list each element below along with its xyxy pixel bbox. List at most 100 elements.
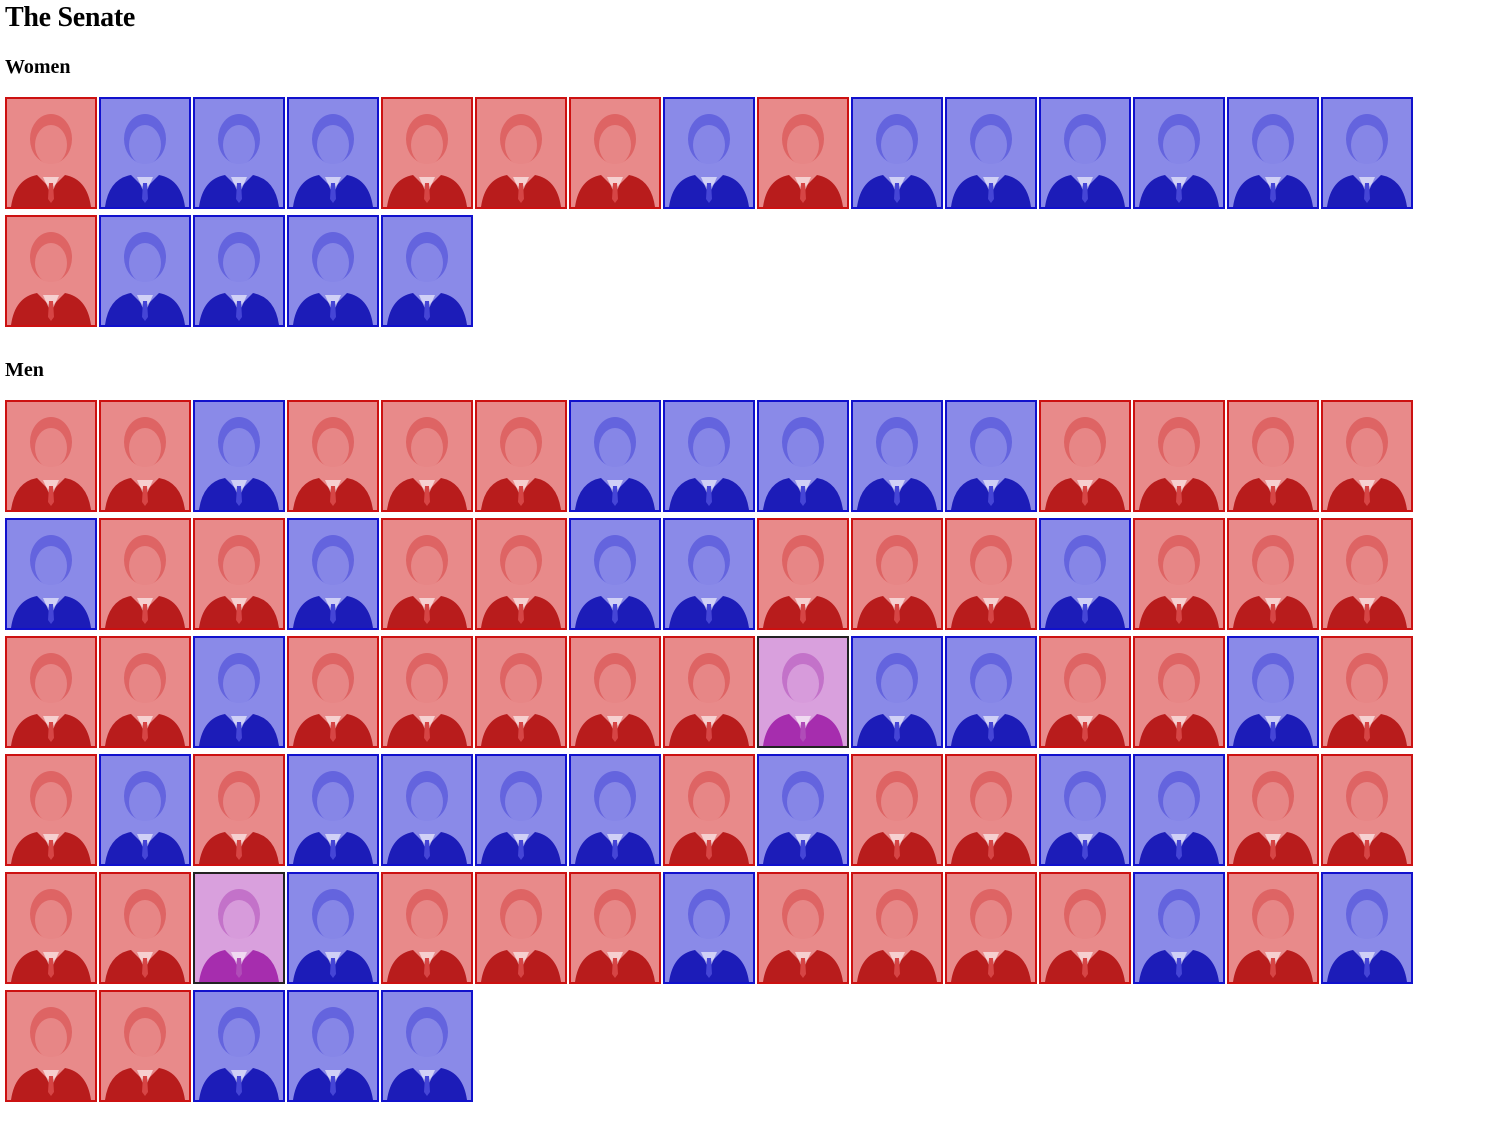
men-senator-portrait[interactable] — [193, 872, 285, 984]
women-senator-portrait[interactable] — [663, 97, 755, 209]
men-senator-portrait[interactable] — [1039, 636, 1131, 748]
men-senator-portrait[interactable] — [475, 400, 567, 512]
men-senator-portrait[interactable] — [381, 518, 473, 630]
men-senator-portrait[interactable] — [851, 872, 943, 984]
men-senator-portrait[interactable] — [381, 400, 473, 512]
men-senator-portrait[interactable] — [1227, 872, 1319, 984]
women-senator-portrait[interactable] — [5, 97, 97, 209]
women-senator-portrait[interactable] — [1321, 97, 1413, 209]
men-senator-portrait[interactable] — [99, 990, 191, 1102]
men-senator-portrait[interactable] — [5, 518, 97, 630]
men-senator-portrait[interactable] — [1133, 518, 1225, 630]
men-senator-portrait[interactable] — [381, 754, 473, 866]
men-senator-portrait[interactable] — [287, 990, 379, 1102]
men-senator-portrait[interactable] — [287, 872, 379, 984]
men-senator-portrait[interactable] — [1039, 754, 1131, 866]
men-senator-portrait[interactable] — [569, 400, 661, 512]
men-senator-portrait[interactable] — [945, 872, 1037, 984]
men-senator-portrait[interactable] — [1133, 872, 1225, 984]
men-senator-portrait[interactable] — [1321, 518, 1413, 630]
men-senator-portrait[interactable] — [1321, 872, 1413, 984]
men-senator-portrait[interactable] — [1321, 636, 1413, 748]
women-senator-portrait[interactable] — [287, 215, 379, 327]
men-senator-portrait[interactable] — [287, 400, 379, 512]
men-senator-portrait[interactable] — [193, 518, 285, 630]
men-senator-portrait[interactable] — [5, 636, 97, 748]
men-senator-portrait[interactable] — [381, 990, 473, 1102]
women-senator-portrait[interactable] — [5, 215, 97, 327]
men-senator-portrait[interactable] — [1227, 754, 1319, 866]
women-senator-portrait[interactable] — [851, 97, 943, 209]
women-senator-portrait[interactable] — [193, 97, 285, 209]
men-senator-portrait[interactable] — [663, 518, 755, 630]
men-senator-portrait[interactable] — [193, 754, 285, 866]
men-senator-portrait[interactable] — [663, 400, 755, 512]
men-senator-portrait[interactable] — [99, 636, 191, 748]
men-senator-portrait[interactable] — [193, 636, 285, 748]
men-senator-portrait[interactable] — [569, 636, 661, 748]
men-senator-portrait[interactable] — [945, 636, 1037, 748]
men-senator-portrait[interactable] — [99, 872, 191, 984]
men-senator-portrait[interactable] — [1321, 400, 1413, 512]
men-senator-portrait[interactable] — [1227, 636, 1319, 748]
men-senator-portrait[interactable] — [851, 636, 943, 748]
men-senator-portrait[interactable] — [475, 518, 567, 630]
men-senator-portrait[interactable] — [5, 400, 97, 512]
women-senator-portrait[interactable] — [99, 215, 191, 327]
women-senator-portrait[interactable] — [381, 215, 473, 327]
men-senator-portrait[interactable] — [569, 872, 661, 984]
men-senator-portrait[interactable] — [663, 754, 755, 866]
men-senator-portrait[interactable] — [663, 636, 755, 748]
men-senator-portrait[interactable] — [5, 872, 97, 984]
women-senator-portrait[interactable] — [1133, 97, 1225, 209]
men-senator-portrait[interactable] — [5, 990, 97, 1102]
men-senator-portrait[interactable] — [475, 872, 567, 984]
men-senator-portrait[interactable] — [381, 636, 473, 748]
men-senator-portrait[interactable] — [1133, 636, 1225, 748]
men-senator-portrait[interactable] — [945, 754, 1037, 866]
men-senator-portrait[interactable] — [757, 518, 849, 630]
men-senator-portrait[interactable] — [1039, 518, 1131, 630]
men-senator-portrait[interactable] — [1133, 400, 1225, 512]
men-senator-portrait[interactable] — [193, 990, 285, 1102]
men-senator-portrait[interactable] — [475, 754, 567, 866]
women-senator-portrait[interactable] — [99, 97, 191, 209]
women-senator-portrait[interactable] — [945, 97, 1037, 209]
men-senator-portrait[interactable] — [1039, 400, 1131, 512]
women-senator-portrait[interactable] — [287, 97, 379, 209]
men-senator-portrait[interactable] — [1321, 754, 1413, 866]
men-senator-portrait[interactable] — [757, 754, 849, 866]
men-senator-portrait[interactable] — [99, 400, 191, 512]
men-senator-portrait[interactable] — [1227, 400, 1319, 512]
men-senator-portrait[interactable] — [945, 400, 1037, 512]
men-senator-portrait[interactable] — [287, 518, 379, 630]
women-senator-portrait[interactable] — [381, 97, 473, 209]
men-senator-portrait[interactable] — [287, 636, 379, 748]
men-senator-portrait[interactable] — [663, 872, 755, 984]
women-senator-portrait[interactable] — [1227, 97, 1319, 209]
men-senator-portrait[interactable] — [851, 754, 943, 866]
men-senator-portrait[interactable] — [1227, 518, 1319, 630]
men-senator-portrait[interactable] — [757, 400, 849, 512]
men-senator-portrait[interactable] — [945, 518, 1037, 630]
women-senator-portrait[interactable] — [569, 97, 661, 209]
men-senator-portrait[interactable] — [569, 754, 661, 866]
men-senator-portrait[interactable] — [287, 754, 379, 866]
men-senator-portrait[interactable] — [851, 400, 943, 512]
women-senator-portrait[interactable] — [1039, 97, 1131, 209]
men-senator-portrait[interactable] — [569, 518, 661, 630]
men-senator-portrait[interactable] — [99, 518, 191, 630]
men-senator-portrait[interactable] — [851, 518, 943, 630]
men-senator-portrait[interactable] — [1039, 872, 1131, 984]
men-senator-portrait[interactable] — [381, 872, 473, 984]
women-senator-portrait[interactable] — [475, 97, 567, 209]
women-senator-portrait[interactable] — [757, 97, 849, 209]
men-senator-portrait[interactable] — [193, 400, 285, 512]
men-senator-portrait[interactable] — [757, 872, 849, 984]
men-senator-portrait[interactable] — [1133, 754, 1225, 866]
men-senator-portrait[interactable] — [757, 636, 849, 748]
men-senator-portrait[interactable] — [5, 754, 97, 866]
women-senator-portrait[interactable] — [193, 215, 285, 327]
men-senator-portrait[interactable] — [99, 754, 191, 866]
men-senator-portrait[interactable] — [475, 636, 567, 748]
